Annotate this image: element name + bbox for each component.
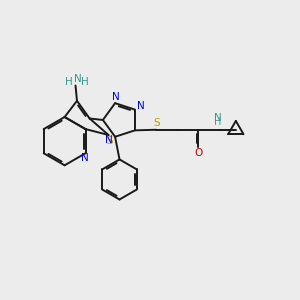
Text: H: H [81,77,89,87]
Text: H: H [65,77,73,87]
Text: N: N [74,74,81,84]
Text: N: N [81,153,89,163]
Text: S: S [106,136,113,146]
Text: N: N [112,92,120,102]
Text: O: O [194,148,202,158]
Text: S: S [154,118,160,128]
Text: N: N [214,113,222,123]
Text: N: N [137,101,145,111]
Text: N: N [105,135,112,145]
Text: H: H [214,116,222,127]
